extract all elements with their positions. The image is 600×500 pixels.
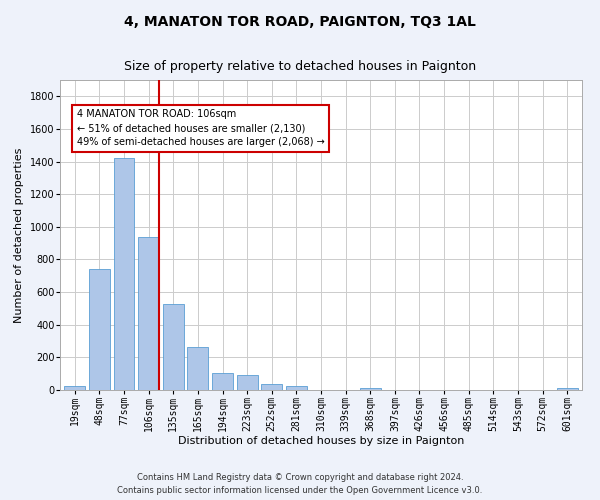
- X-axis label: Distribution of detached houses by size in Paignton: Distribution of detached houses by size …: [178, 436, 464, 446]
- Y-axis label: Number of detached properties: Number of detached properties: [14, 148, 24, 322]
- Bar: [187, 347, 208, 390]
- Bar: [138, 238, 159, 390]
- Bar: [89, 270, 110, 390]
- Bar: [212, 373, 233, 390]
- Bar: [113, 158, 134, 390]
- Text: Contains HM Land Registry data © Crown copyright and database right 2024.: Contains HM Land Registry data © Crown c…: [137, 474, 463, 482]
- Bar: [261, 384, 282, 390]
- Text: Contains public sector information licensed under the Open Government Licence v3: Contains public sector information licen…: [118, 486, 482, 495]
- Bar: [163, 304, 184, 390]
- Bar: [286, 386, 307, 390]
- Bar: [64, 386, 85, 390]
- Bar: [360, 388, 381, 390]
- Text: Size of property relative to detached houses in Paignton: Size of property relative to detached ho…: [124, 60, 476, 73]
- Bar: [236, 376, 257, 390]
- Text: 4 MANATON TOR ROAD: 106sqm
← 51% of detached houses are smaller (2,130)
49% of s: 4 MANATON TOR ROAD: 106sqm ← 51% of deta…: [77, 110, 325, 148]
- Bar: [557, 388, 578, 390]
- Text: 4, MANATON TOR ROAD, PAIGNTON, TQ3 1AL: 4, MANATON TOR ROAD, PAIGNTON, TQ3 1AL: [124, 15, 476, 29]
